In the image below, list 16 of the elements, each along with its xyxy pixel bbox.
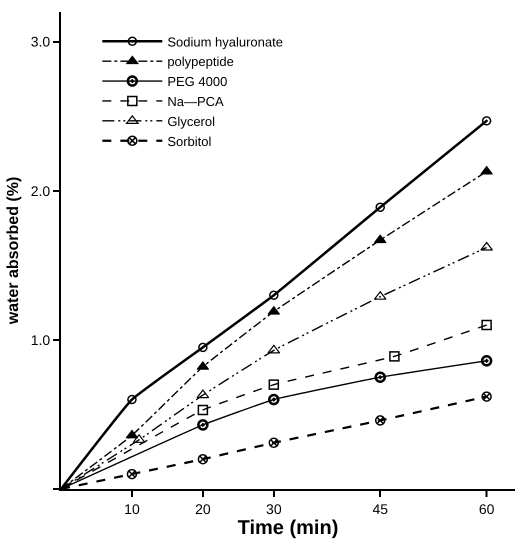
x-tick-label: 20 [195,500,211,517]
legend-label: Glycerol [167,114,216,129]
legend-label: PEG 4000 [167,74,228,90]
legend-label: polypeptide [167,54,234,70]
x-tick-label: 45 [372,500,388,517]
legend-label: Sorbitol [167,134,212,149]
x-tick-label: 30 [266,500,282,517]
x-tick-label: 10 [124,500,140,517]
x-tick-label: 60 [478,500,495,517]
legend-label: Sodium hyaluronate [167,34,283,50]
y-tick-label: 3.0 [30,34,50,50]
y-tick-label: 1.0 [30,332,50,348]
legend-label: Na—PCA [167,94,224,110]
y-axis-title: water absorbed (%) [5,176,22,326]
x-axis-title: Time (min) [238,516,338,539]
y-tick-label: 2.0 [30,182,50,199]
